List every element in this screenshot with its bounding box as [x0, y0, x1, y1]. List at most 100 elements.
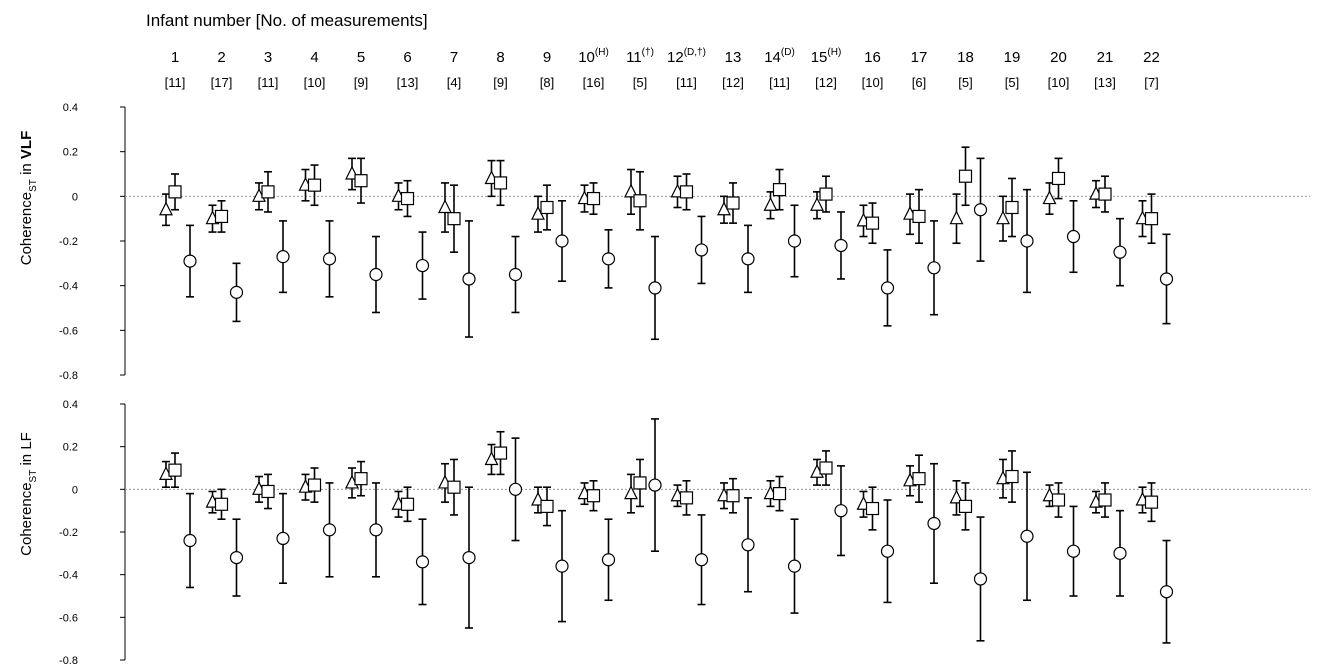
triangle-marker [624, 183, 638, 198]
square-marker [493, 176, 508, 190]
infant-number-label: 13 [725, 49, 742, 66]
y-tick-label: -0.6 [59, 612, 78, 624]
square-marker [819, 187, 833, 201]
circle-marker [555, 234, 569, 248]
measurement-count-label: [10] [862, 75, 884, 90]
triangle-marker [949, 210, 964, 225]
square-marker [865, 216, 880, 230]
circle-marker [694, 243, 709, 257]
circle-marker [741, 252, 755, 266]
y-tick-label: 0 [72, 484, 78, 496]
infant-number-label: 3 [264, 49, 272, 66]
vlf-panel: 0.4 0.2 0 -0.2 -0.4 -0.6 -0.8 [59, 102, 1310, 382]
square-marker [168, 185, 182, 199]
infant-number-label: 21 [1097, 49, 1114, 66]
triangle-marker [159, 201, 173, 216]
infant-number-label: 4 [310, 49, 318, 66]
measurement-count-label: [10] [1048, 75, 1070, 90]
square-marker [354, 174, 368, 188]
square-marker [1144, 495, 1159, 509]
circle-marker [555, 559, 569, 573]
measurement-count-label: [9] [354, 75, 368, 90]
measurement-count-label: [9] [493, 75, 507, 90]
measurement-count-label: [16] [583, 75, 605, 90]
infant-number-label: 1 [171, 49, 179, 66]
square-marker [261, 185, 275, 199]
infant-number-label: 10(H) [578, 47, 609, 66]
y-tick-label: 0.2 [63, 147, 78, 159]
square-marker [1005, 469, 1019, 484]
square-marker [772, 183, 787, 197]
measurement-count-label: [11] [258, 75, 279, 90]
circle-marker [229, 550, 244, 565]
infant-number-label: 11(†) [626, 47, 654, 66]
y-tick-label: -0.4 [59, 281, 78, 293]
square-marker [819, 461, 833, 475]
square-marker [168, 463, 182, 477]
square-marker [586, 191, 601, 206]
infant-number-label: 22 [1143, 49, 1160, 66]
square-marker [726, 489, 740, 503]
circle-marker [415, 555, 430, 569]
square-marker [307, 178, 322, 192]
infant-number-label: 12(D,†) [667, 47, 706, 66]
square-marker [772, 487, 787, 501]
circle-marker [601, 553, 616, 567]
square-marker [679, 185, 694, 199]
triangle-marker [763, 196, 778, 211]
infant-headers: 1 [11] 2 [17] 3 [11] 4 [10] 5 [9] 6 [13] 7 [4] 8 [9] 9 [8… [165, 47, 1160, 90]
circle-marker [1020, 529, 1034, 543]
circle-marker [787, 234, 802, 248]
square-marker [307, 478, 322, 492]
y-tick-label: 0.4 [63, 102, 78, 114]
circle-marker [369, 267, 383, 282]
infant-number-label: 7 [450, 49, 458, 66]
square-marker [1005, 200, 1019, 215]
circle-marker [927, 261, 941, 275]
circle-marker [834, 504, 848, 518]
square-marker [261, 484, 275, 499]
y-tick-label: -0.2 [59, 527, 78, 539]
infant-number-label: 16 [864, 49, 881, 66]
square-marker [958, 169, 973, 183]
measurement-count-label: [6] [912, 75, 926, 90]
circle-marker [462, 272, 476, 286]
y-tick-label: -0.6 [59, 325, 78, 337]
square-marker [912, 472, 926, 486]
circle-marker [276, 531, 290, 546]
circle-marker [322, 252, 337, 266]
circle-marker [1066, 229, 1081, 244]
square-marker [633, 194, 647, 208]
circle-marker [694, 553, 709, 567]
square-marker [214, 209, 229, 224]
square-marker [1051, 493, 1066, 507]
measurement-count-label: [17] [211, 75, 233, 90]
y-tick-label: 0.2 [63, 442, 78, 454]
circle-marker [973, 572, 988, 586]
infant-number-label: 9 [543, 49, 551, 66]
infant-number-label: 18 [957, 49, 974, 66]
circle-marker [508, 482, 523, 496]
y-tick-label: -0.4 [59, 570, 78, 582]
square-marker [540, 499, 554, 513]
infant-number-label: 8 [496, 49, 504, 66]
infant-number-label: 19 [1004, 49, 1021, 66]
infant-number-label: 14(D) [764, 47, 795, 66]
circle-marker [276, 250, 290, 264]
lf-panel: 0.4 0.2 0 -0.2 -0.4 -0.6 -0.8 [59, 399, 1310, 667]
circle-marker [834, 238, 848, 253]
circle-marker [1159, 585, 1174, 599]
square-marker [726, 196, 740, 210]
header-title: Infant number [No. of measurements] [146, 11, 428, 30]
circle-marker [648, 281, 662, 295]
circle-marker [1113, 245, 1127, 259]
triangle-marker [438, 199, 452, 214]
circle-marker [973, 203, 988, 217]
circle-marker [1066, 544, 1081, 558]
measurement-count-label: [7] [1144, 75, 1158, 90]
infant-number-label: 20 [1050, 49, 1067, 66]
measurement-count-label: [13] [397, 75, 419, 90]
y-tick-label: -0.8 [59, 370, 78, 382]
y-tick-label: 0 [72, 191, 78, 203]
measurement-count-label: [13] [1094, 75, 1116, 90]
